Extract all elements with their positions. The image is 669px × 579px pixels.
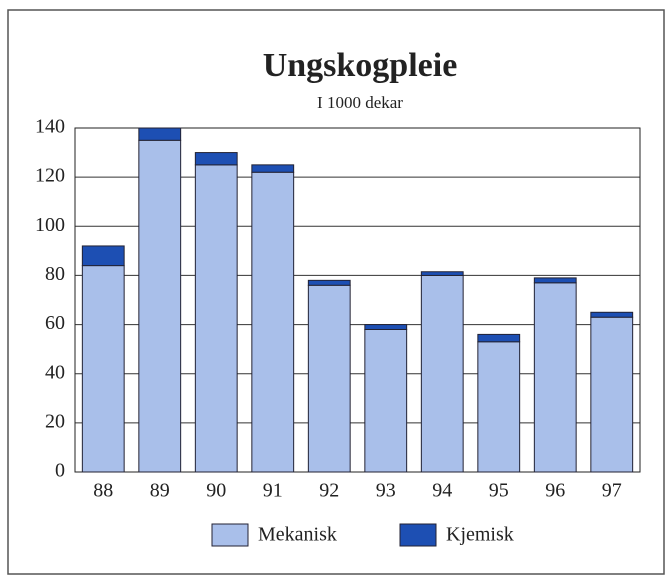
legend-label: Mekanisk	[258, 524, 337, 546]
legend-label: Kjemisk	[446, 524, 514, 546]
x-tick-label: 97	[602, 480, 622, 502]
x-tick-label: 88	[93, 480, 113, 502]
bar-segment	[477, 333, 521, 343]
x-tick-label: 94	[432, 480, 452, 502]
bar-segment	[307, 279, 351, 286]
bar-segment	[138, 139, 182, 473]
x-tick-label: 93	[376, 480, 396, 502]
x-tick-label: 89	[150, 480, 170, 502]
bar-segment	[364, 328, 408, 473]
y-tick-label: 140	[35, 116, 65, 138]
legend-swatch	[211, 523, 249, 547]
bar-segment	[420, 271, 464, 276]
x-tick-label: 96	[545, 480, 565, 502]
y-tick-label: 120	[35, 165, 65, 187]
x-tick-label: 90	[206, 480, 226, 502]
bar-segment	[477, 341, 521, 473]
y-tick-label: 100	[35, 214, 65, 236]
bar-segment	[81, 265, 125, 473]
bar-segment	[364, 324, 408, 330]
y-tick-label: 0	[55, 460, 65, 482]
x-tick-label: 92	[319, 480, 339, 502]
y-tick-label: 20	[45, 410, 65, 432]
bar-segment	[590, 316, 634, 473]
bar-segment	[420, 274, 464, 473]
bar-segment	[533, 277, 577, 284]
bar-segment	[307, 284, 351, 473]
legend-swatch	[399, 523, 437, 547]
bar-segment	[533, 282, 577, 473]
bar-segment	[194, 164, 238, 473]
bar-segment	[251, 164, 295, 173]
chart-subtitle: I 1000 dekar	[317, 93, 403, 112]
y-tick-label: 80	[45, 263, 65, 285]
bar-segment	[590, 311, 634, 318]
x-tick-label: 91	[263, 480, 283, 502]
bar-segment	[81, 245, 125, 267]
x-tick-label: 95	[489, 480, 509, 502]
y-tick-label: 60	[45, 312, 65, 334]
bar-segment	[138, 127, 182, 141]
bar-segment	[251, 171, 295, 473]
bar-segment	[194, 152, 238, 166]
chart-title: Ungskogpleie	[263, 47, 458, 84]
plot-frame	[74, 127, 641, 473]
y-tick-label: 40	[45, 361, 65, 383]
